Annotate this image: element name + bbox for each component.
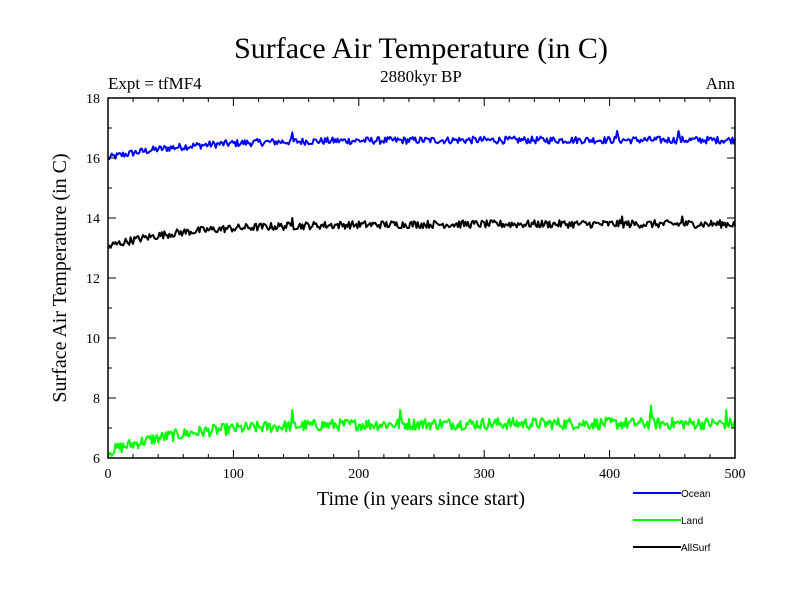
series-line-allsurf: [107, 215, 736, 249]
x-tick-label: 200: [348, 467, 369, 482]
series-layer: [107, 130, 736, 458]
legend-label-allsurf: AllSurf: [681, 543, 711, 554]
legend-label-ocean: Ocean: [681, 489, 710, 500]
y-tick-label: 18: [86, 92, 100, 107]
x-tick-label: 500: [725, 467, 746, 482]
y-tick-label: 8: [93, 392, 100, 407]
y-tick-label: 12: [86, 272, 100, 287]
x-tick-label: 100: [223, 467, 244, 482]
x-tick-label: 0: [105, 467, 112, 482]
chart-title: Surface Air Temperature (in C): [234, 32, 608, 65]
x-tick-label: 300: [474, 467, 495, 482]
y-tick-label: 10: [86, 332, 100, 347]
y-tick-label: 14: [86, 212, 100, 227]
season-label: Ann: [706, 74, 736, 93]
x-axis: 0 100 200 300 400 500: [105, 98, 746, 482]
series-line-land: [107, 404, 736, 458]
y-tick-label: 16: [86, 152, 100, 167]
legend-label-land: Land: [681, 516, 703, 527]
y-axis-label: Surface Air Temperature (in C): [49, 153, 71, 402]
plot-frame: [107, 97, 736, 459]
legend: Ocean Land AllSurf: [633, 489, 711, 554]
chart-subtitle: 2880kyr BP: [380, 67, 462, 86]
y-tick-label: 6: [93, 452, 100, 467]
x-tick-label: 400: [599, 467, 620, 482]
x-axis-label: Time (in years since start): [317, 488, 525, 510]
series-line-ocean: [107, 130, 736, 161]
experiment-label: Expt = tfMF4: [108, 74, 202, 93]
y-axis: 6 8 10 12 14 16 18: [86, 92, 735, 467]
